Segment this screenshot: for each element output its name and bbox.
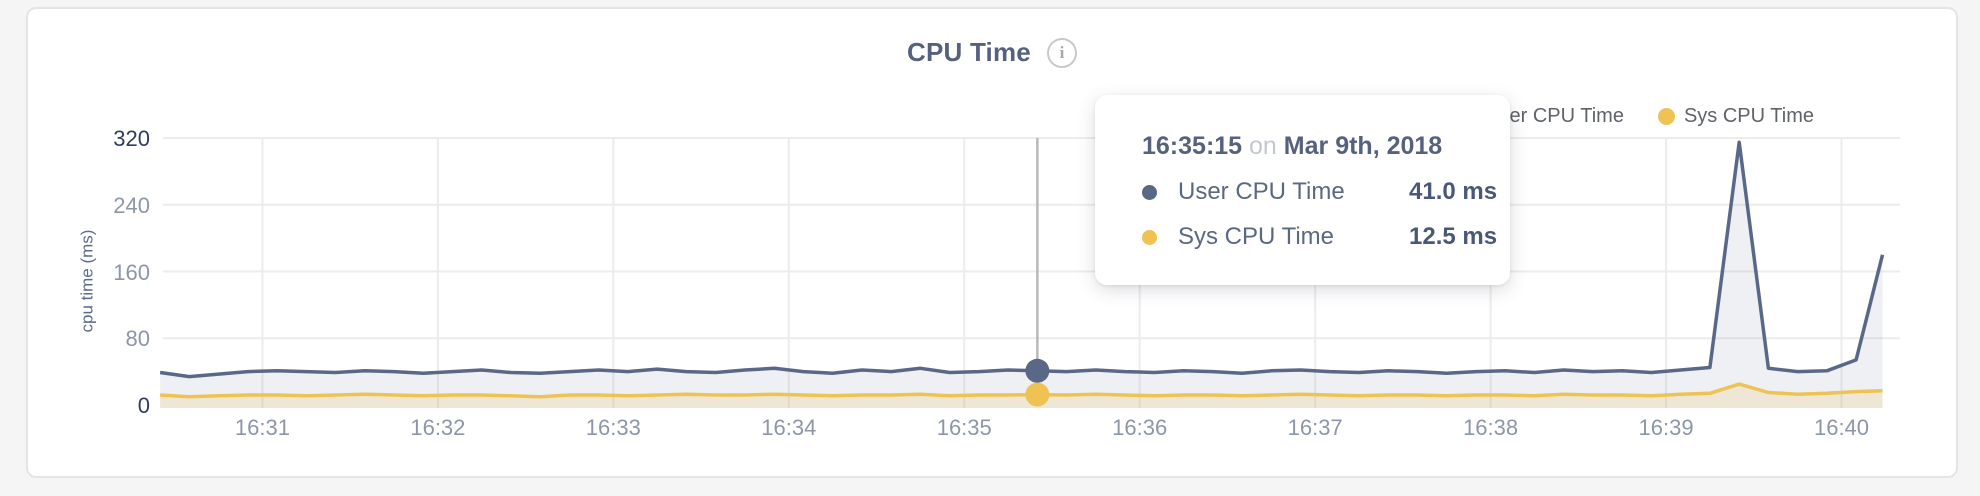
x-tick-label: 16:39 [1638,415,1694,440]
legend-label: Sys CPU Time [1683,105,1814,127]
y-tick-label: 320 [113,126,150,151]
y-tick-label: 240 [113,192,150,218]
info-icon[interactable]: i [1046,37,1077,68]
x-tick-label: 16:32 [410,415,466,440]
x-tick-label: 16:37 [1287,415,1343,440]
tooltip-time: 16:35:15 [1142,132,1243,160]
tooltip-date: Mar 9th, 2018 [1283,132,1443,160]
user-series-dot-icon [1142,184,1157,200]
tooltip-row-label: User CPU Time [1178,178,1345,205]
chart-card: CPU Time i cpu time (ms) User CPU Time Sy… [26,7,1958,478]
tooltip-row-value: 12.5 ms [1409,223,1498,250]
tooltip-connector: on [1249,132,1277,160]
y-tick-label: 160 [113,259,150,285]
tooltip-title: 16:35:15 on Mar 9th, 2018 [1142,132,1480,161]
legend-item-sys[interactable]: Sys CPU Time [1657,105,1814,128]
x-tick-label: 16:33 [585,415,641,440]
user-area [160,142,1883,408]
y-tick-label: 0 [137,393,150,418]
sys-highlight-dot[interactable] [1025,382,1050,407]
x-tick-label: 16:34 [761,415,817,440]
sys-line[interactable] [159,382,1883,399]
chart-header: CPU Time i [28,37,1956,68]
user-highlight-dot[interactable] [1025,358,1050,383]
tooltip-row-label: Sys CPU Time [1178,223,1335,250]
x-tick-label: 16:38 [1463,415,1519,440]
tooltip-row-sys: Sys CPU Time 12.5 ms [1142,223,1497,251]
sys-legend-dot-icon [1657,108,1675,125]
x-tick-label: 16:35 [936,415,992,440]
x-tick-label: 16:36 [1112,415,1168,440]
x-tick-label: 16:40 [1813,415,1870,440]
user-line[interactable] [159,140,1885,379]
chart-title: CPU Time [907,37,1031,67]
legend: User CPU Time Sys CPU Time [1459,105,1814,128]
chart-tooltip: 16:35:15 on Mar 9th, 2018 User CPU Time … [1095,95,1510,285]
x-tick-label: 16:31 [234,415,290,440]
legend-label: User CPU Time [1485,105,1624,127]
tooltip-row-value: 41.0 ms [1409,178,1498,205]
sys-series-dot-icon [1142,229,1157,245]
tooltip-row-user: User CPU Time 41.0 ms [1142,178,1497,206]
y-tick-label: 80 [125,326,150,352]
